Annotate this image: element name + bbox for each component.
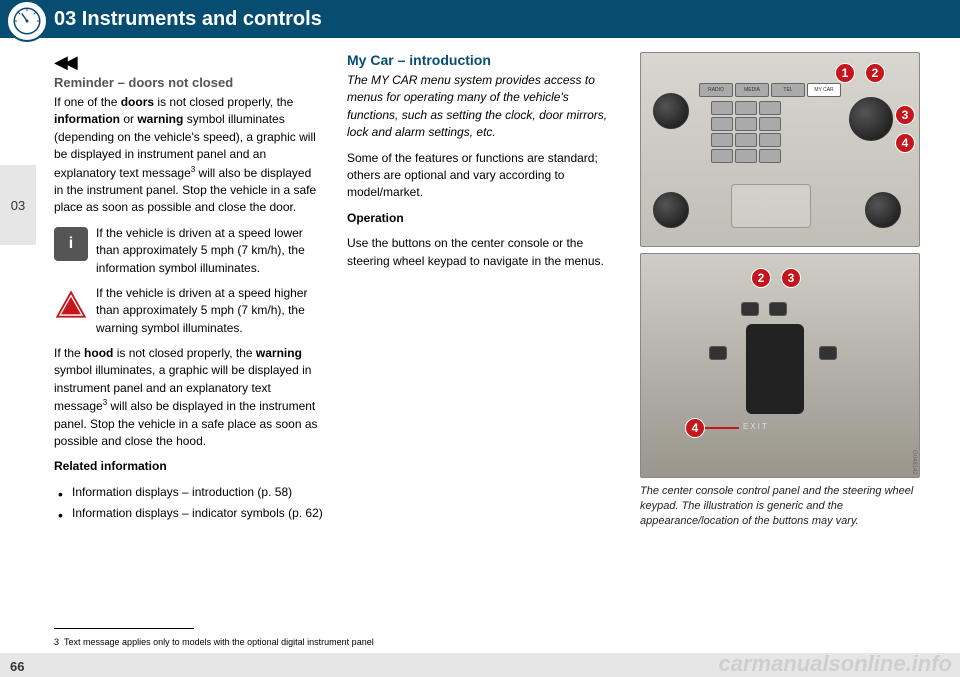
callout-4b: 4 [685, 418, 705, 438]
numpad-button [711, 101, 733, 115]
tel-button: TEL [771, 83, 805, 97]
column-2: My Car – introduction The MY CAR menu sy… [347, 52, 616, 529]
chapter-gauge-icon [6, 0, 48, 42]
intro-paragraph: The MY CAR menu system provides access t… [347, 72, 616, 142]
watermark: carmanualsonline.info [719, 651, 953, 677]
button-row [711, 149, 781, 163]
footnote: 3 Text message applies only to models wi… [54, 637, 374, 647]
button-row [711, 117, 781, 131]
warning-triangle-icon [54, 287, 88, 321]
exit-label: EXIT [743, 422, 769, 431]
paragraph: Use the buttons on the center console or… [347, 235, 616, 270]
chapter-header: 03 Instruments and controls [0, 0, 960, 38]
radio-button: RADIO [699, 83, 733, 97]
continuation-arrow-icon: ◀◀ [54, 52, 323, 73]
figure-caption: The center console control panel and the… [640, 484, 920, 529]
mute-button [819, 346, 837, 360]
button-row [711, 133, 781, 147]
list-item: Information displays – introduction (p. … [54, 484, 323, 501]
column-3-figure: RADIO MEDIA TEL MY CAR 1 2 3 4 [640, 52, 920, 529]
sound-knob [653, 93, 689, 129]
footnote-rule [54, 628, 194, 629]
prev-button [741, 302, 759, 316]
callout-3: 3 [895, 105, 915, 125]
voice-button [709, 346, 727, 360]
side-tab: 03 [0, 165, 36, 245]
section-title-mycar: My Car – introduction [347, 52, 616, 68]
tune-knob [849, 97, 893, 141]
center-console-illustration: RADIO MEDIA TEL MY CAR 1 2 3 4 [640, 52, 920, 247]
info-symbol-paragraph: i If the vehicle is driven at a speed lo… [54, 225, 323, 277]
figure-ref: G048142 [911, 450, 917, 475]
callout-1: 1 [835, 63, 855, 83]
steering-keypad-illustration: EXIT 2 3 4 G048142 [640, 253, 920, 478]
paragraph: If one of the doors is not closed proper… [54, 94, 323, 217]
warn-symbol-paragraph: If the vehicle is driven at a speed high… [54, 285, 323, 337]
callout-3b: 3 [781, 268, 801, 288]
information-symbol-icon: i [54, 227, 88, 261]
page-number: 66 [10, 659, 24, 674]
related-info-heading: Related information [54, 458, 323, 475]
button-row: RADIO MEDIA TEL MY CAR [699, 83, 841, 97]
callout-2b: 2 [751, 268, 771, 288]
climate-knob-right [865, 192, 901, 228]
section-title-reminder: Reminder – doors not closed [54, 75, 323, 90]
callout-2: 2 [865, 63, 885, 83]
mycar-button: MY CAR [807, 83, 841, 97]
related-info-list: Information displays – introduction (p. … [54, 484, 323, 523]
paragraph: Some of the features or functions are st… [347, 150, 616, 202]
chapter-title: 03 Instruments and controls [54, 8, 322, 31]
climate-knob-left [653, 192, 689, 228]
operation-heading: Operation [347, 210, 616, 227]
button-row [711, 101, 781, 115]
media-button: MEDIA [735, 83, 769, 97]
column-1: ◀◀ Reminder – doors not closed If one of… [54, 52, 323, 529]
list-item: Information displays – indicator symbols… [54, 505, 323, 522]
thumbwheel [746, 324, 804, 414]
seat-icon-panel [731, 184, 811, 228]
next-button [769, 302, 787, 316]
callout-4: 4 [895, 133, 915, 153]
callout-line [705, 427, 739, 429]
content-area: ◀◀ Reminder – doors not closed If one of… [0, 38, 960, 529]
paragraph: If the hood is not closed properly, the … [54, 345, 323, 450]
